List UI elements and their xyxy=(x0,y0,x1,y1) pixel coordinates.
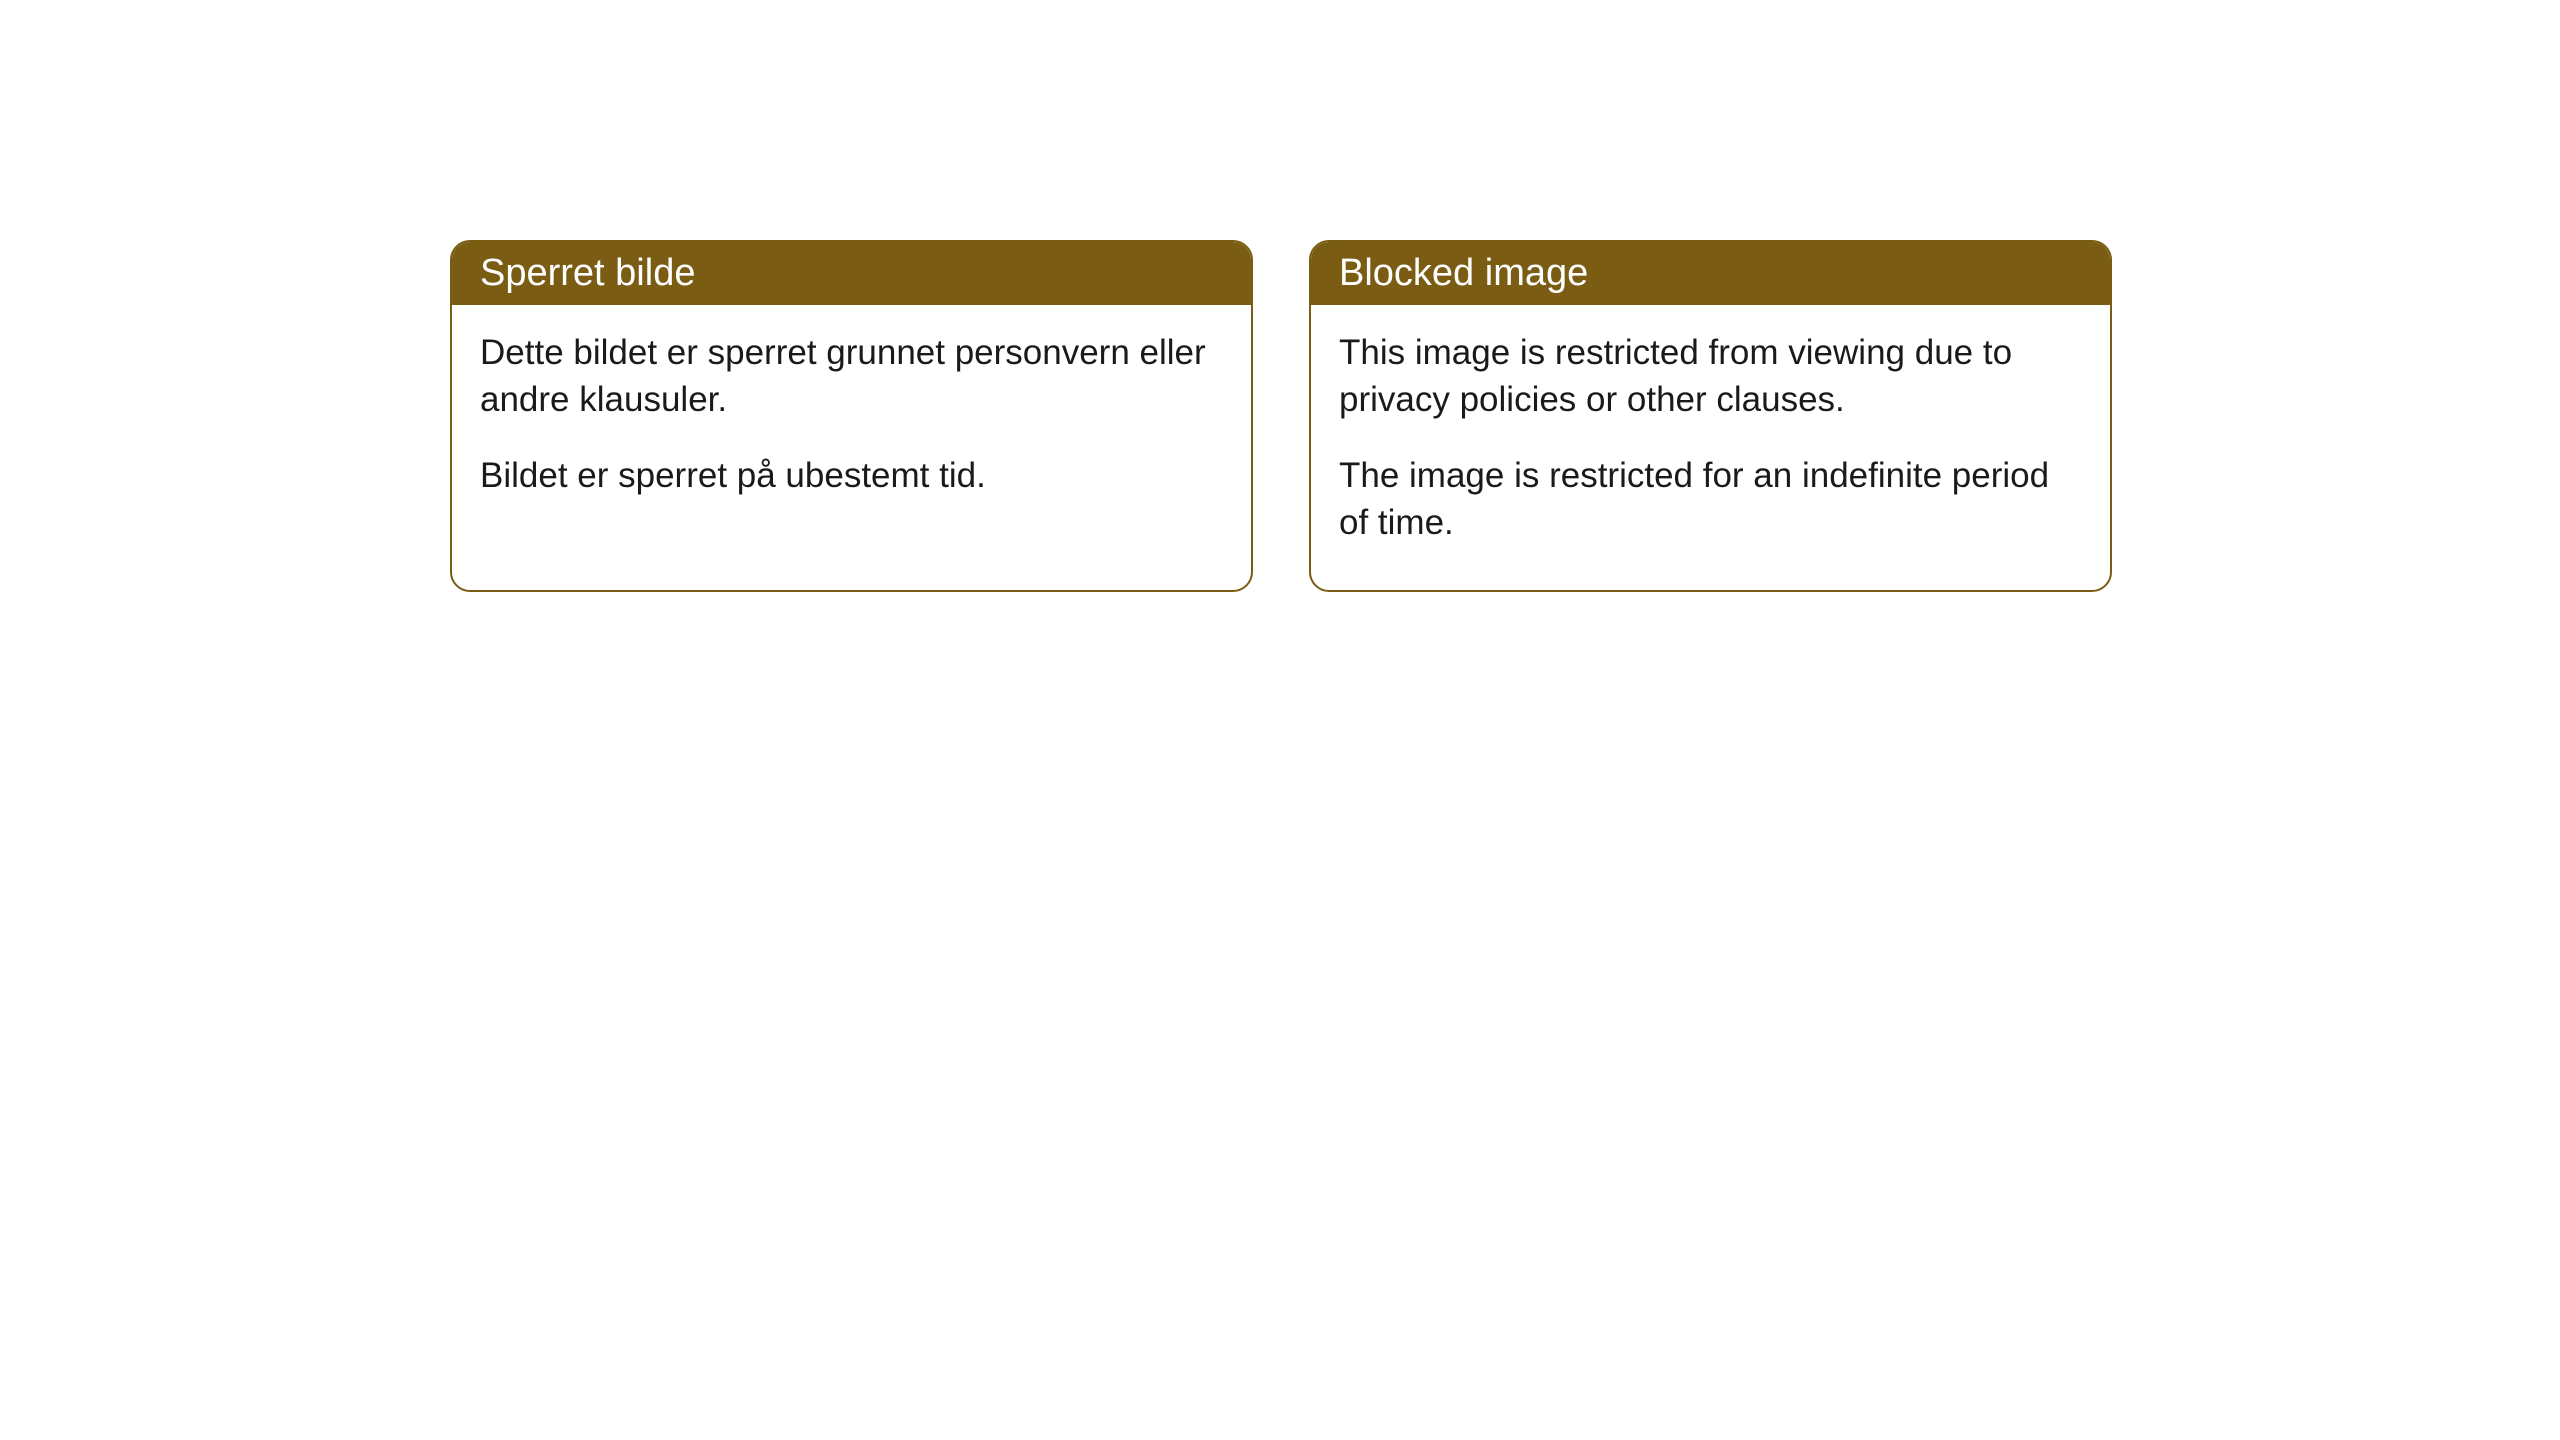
card-title: Blocked image xyxy=(1339,252,1588,294)
card-paragraph: Bildet er sperret på ubestemt tid. xyxy=(480,452,1223,499)
notice-container: Sperret bilde Dette bildet er sperret gr… xyxy=(0,0,2560,592)
card-header: Blocked image xyxy=(1311,242,2110,305)
card-body: Dette bildet er sperret grunnet personve… xyxy=(452,305,1251,543)
card-title: Sperret bilde xyxy=(480,252,695,294)
card-body: This image is restricted from viewing du… xyxy=(1311,305,2110,590)
card-paragraph: This image is restricted from viewing du… xyxy=(1339,329,2082,424)
card-paragraph: The image is restricted for an indefinit… xyxy=(1339,452,2082,547)
notice-card-english: Blocked image This image is restricted f… xyxy=(1309,240,2112,592)
notice-card-norwegian: Sperret bilde Dette bildet er sperret gr… xyxy=(450,240,1253,592)
card-paragraph: Dette bildet er sperret grunnet personve… xyxy=(480,329,1223,424)
card-header: Sperret bilde xyxy=(452,242,1251,305)
